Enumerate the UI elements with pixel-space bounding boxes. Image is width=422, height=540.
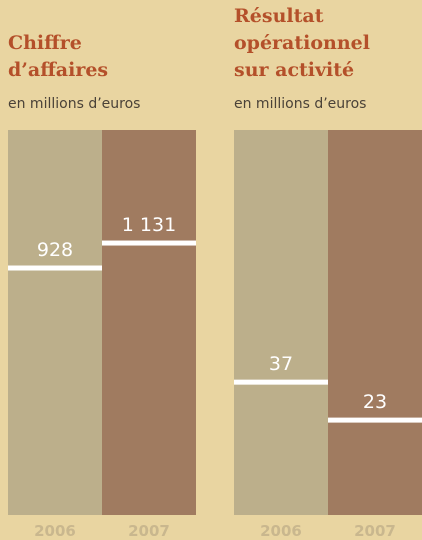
panel-subtitle: en millions d’euros (234, 96, 366, 112)
value-label: 37 (269, 353, 293, 375)
panel-title: Chiffre (8, 32, 82, 54)
panel-title: d’affaires (8, 59, 108, 81)
panel-subtitle: en millions d’euros (8, 96, 140, 112)
value-line (234, 379, 328, 385)
panel-title: opérationnel (234, 32, 370, 54)
panel-title: Résultat (234, 5, 324, 27)
panel-title: sur activité (234, 59, 354, 81)
x-tick-label: 2007 (354, 522, 396, 540)
column (328, 130, 422, 515)
x-tick-label: 2006 (34, 522, 76, 540)
value-line (328, 417, 422, 423)
value-label: 928 (37, 239, 73, 261)
x-tick-label: 2006 (260, 522, 302, 540)
value-label: 1 131 (122, 214, 176, 236)
column (234, 130, 328, 515)
x-tick-label: 2007 (128, 522, 170, 540)
value-label: 23 (363, 391, 387, 413)
value-line (8, 265, 102, 271)
column (8, 130, 102, 515)
column (102, 130, 196, 515)
value-line (102, 240, 196, 246)
